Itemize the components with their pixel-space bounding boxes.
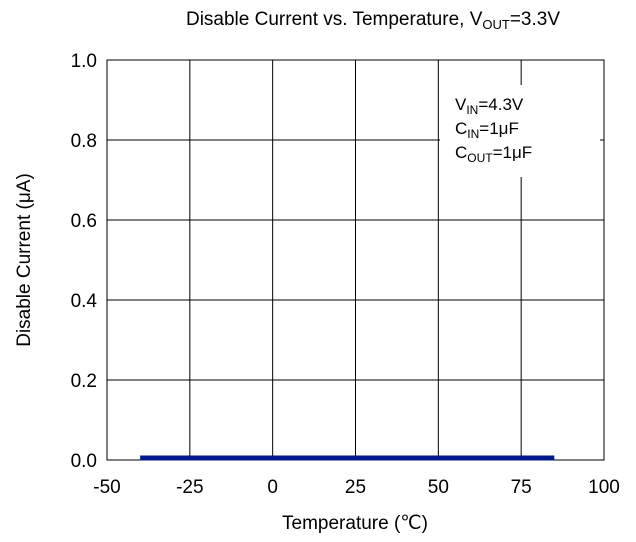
chart-title-main: Disable Current vs. Temperature, V bbox=[186, 9, 483, 30]
annotation-cin-main: C bbox=[455, 119, 467, 138]
annotation-line-cout: COUT=1μF bbox=[455, 143, 532, 165]
x-tick-label: 100 bbox=[588, 477, 620, 498]
chart-title-sub: OUT bbox=[482, 17, 510, 32]
y-axis-ticks: 0.0 0.2 0.4 0.6 0.8 1.0 bbox=[71, 51, 98, 472]
x-tick-label: -50 bbox=[93, 477, 120, 498]
y-tick-label: 0.6 bbox=[71, 211, 97, 232]
annotation-line-cin: CIN=1μF bbox=[455, 119, 519, 141]
annotation-cout-tail: =1μF bbox=[493, 143, 533, 162]
annotation-vin-tail: =4.3V bbox=[478, 95, 524, 114]
annotation-cout-main: C bbox=[455, 143, 467, 162]
x-tick-label: 25 bbox=[345, 477, 366, 498]
x-tick-label: 75 bbox=[511, 477, 532, 498]
y-tick-label: 0.0 bbox=[71, 451, 97, 472]
annotation-vin-main: V bbox=[455, 95, 467, 114]
annotation-cin-tail: =1μF bbox=[479, 119, 519, 138]
x-axis-label: Temperature (℃) bbox=[282, 513, 428, 534]
x-tick-label: -25 bbox=[176, 477, 203, 498]
x-axis-ticks: -50 -25 0 25 50 75 100 bbox=[93, 477, 620, 498]
annotation-cout-sub: OUT bbox=[467, 151, 493, 165]
annotation-vin-sub: IN bbox=[466, 103, 478, 117]
x-tick-label: 50 bbox=[428, 477, 449, 498]
conditions-annotation: VIN=4.3V CIN=1μF COUT=1μF bbox=[440, 85, 600, 177]
chart-title: Disable Current vs. Temperature, VOUT=3.… bbox=[186, 9, 560, 32]
chart-title-tail: =3.3V bbox=[510, 9, 561, 30]
y-tick-label: 0.8 bbox=[71, 131, 97, 152]
y-axis-label: Disable Current (μA) bbox=[14, 173, 35, 347]
y-tick-label: 0.4 bbox=[71, 291, 98, 312]
annotation-cin-sub: IN bbox=[467, 127, 479, 141]
y-tick-label: 0.2 bbox=[71, 371, 97, 392]
annotation-line-vin: VIN=4.3V bbox=[455, 95, 524, 117]
annotation-background bbox=[440, 85, 600, 177]
x-tick-label: 0 bbox=[267, 477, 278, 498]
y-tick-label: 1.0 bbox=[71, 51, 97, 72]
